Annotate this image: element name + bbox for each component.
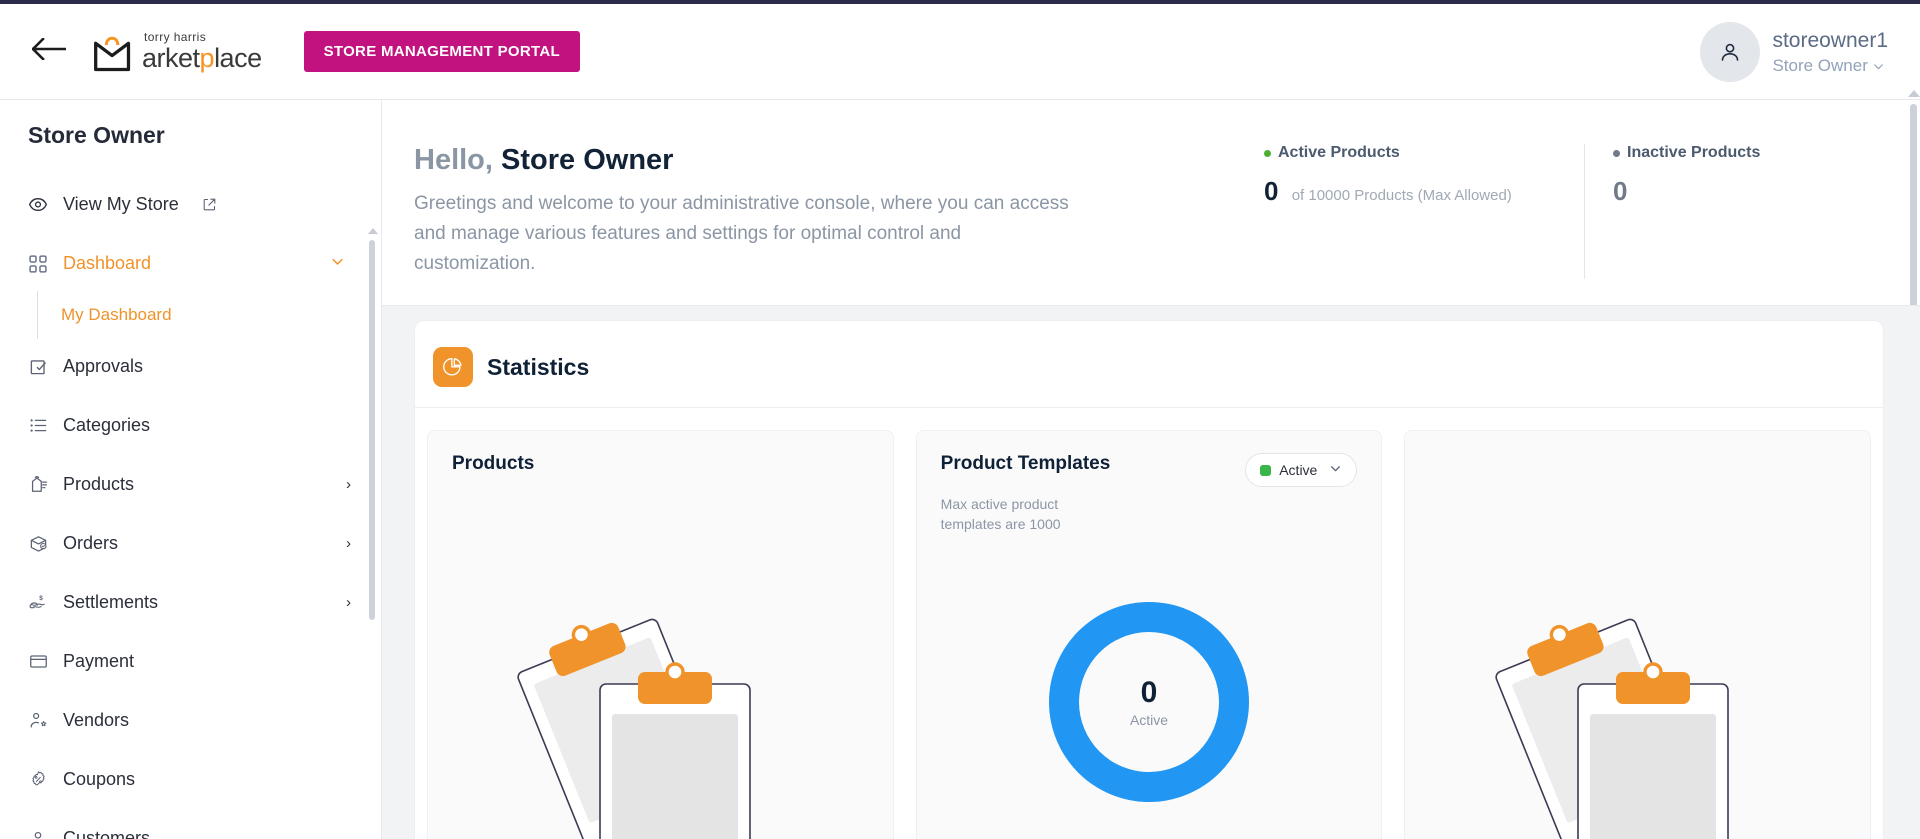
svg-text:$: $ <box>39 595 43 602</box>
